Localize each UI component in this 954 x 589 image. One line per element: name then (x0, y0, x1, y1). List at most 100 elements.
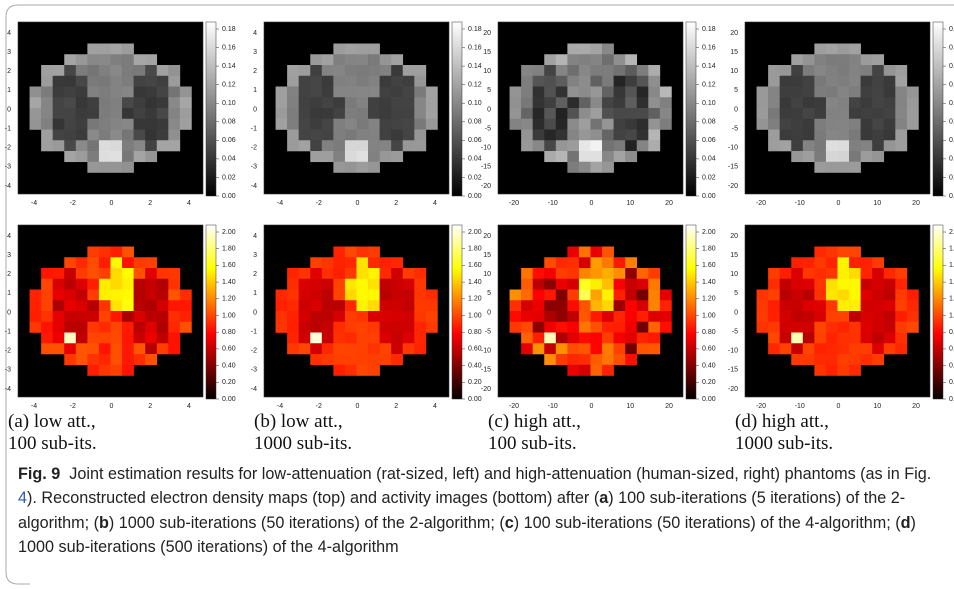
image-pixel (521, 311, 533, 323)
colorbar-label: 0.10 (702, 100, 716, 107)
image-pixel (133, 354, 146, 366)
image-pixel (402, 65, 415, 77)
image-pixel (29, 108, 42, 120)
image-pixel (906, 86, 919, 98)
image-pixel (825, 97, 838, 109)
image-pixel (567, 129, 580, 141)
image-pixel (122, 118, 134, 130)
image-pixel (75, 65, 88, 77)
image-pixel (825, 86, 838, 98)
image-pixel (578, 354, 591, 366)
image-pixel (648, 300, 661, 312)
image-pixel (602, 108, 614, 120)
image-pixel (402, 97, 415, 109)
subfigure-caption: 1000 sub-its. (254, 433, 352, 454)
image-pixel (532, 278, 545, 290)
image-pixel (64, 97, 77, 109)
image-pixel (625, 311, 638, 323)
image-pixel (791, 289, 804, 301)
image-pixel (75, 118, 88, 130)
y-tick-label: 0 (487, 309, 491, 316)
image-pixel (122, 311, 134, 323)
image-pixel (41, 86, 53, 98)
image-pixel (391, 140, 404, 152)
image-pixel (895, 268, 908, 280)
colorbar-label: 0.14 (468, 63, 482, 70)
image-pixel (379, 140, 392, 152)
y-tick-label: -10 (481, 348, 491, 355)
colorbar-label: 0.06 (468, 137, 482, 144)
image-pixel (52, 300, 65, 312)
image-pixel (344, 86, 357, 98)
image-pixel (814, 129, 827, 141)
image-pixel (156, 343, 169, 355)
image-pixel (110, 289, 123, 301)
image-pixel (333, 311, 346, 323)
colorbar-label: 2.00 (222, 229, 236, 236)
image-pixel (872, 300, 885, 312)
image-pixel (825, 289, 838, 301)
image-pixel (52, 118, 65, 130)
image-pixel (64, 118, 77, 130)
image-pixel (578, 65, 591, 77)
x-tick-label: -20 (509, 403, 519, 410)
image-pixel (356, 151, 369, 163)
image-pixel (544, 151, 557, 163)
image-pixel (321, 300, 334, 312)
image-pixel (849, 246, 861, 258)
image-pixel (814, 289, 827, 301)
x-tick-label: -2 (316, 200, 322, 207)
image-pixel (333, 300, 346, 312)
image-pixel (287, 75, 299, 87)
y-tick-label: 15 (483, 49, 491, 56)
image-pixel (802, 289, 815, 301)
image-pixel (41, 108, 53, 120)
image-pixel (321, 118, 334, 130)
y-tick-label: -20 (481, 386, 491, 393)
image-pixel (75, 75, 88, 87)
image-pixel (41, 140, 53, 152)
y-tick-label: -20 (481, 183, 491, 190)
image-pixel (402, 278, 415, 290)
image-pixel (555, 332, 568, 344)
y-tick-label: 0 (7, 106, 11, 113)
image-pixel (849, 151, 861, 163)
y-tick-label: 0 (7, 309, 11, 316)
image-pixel (636, 311, 649, 323)
image-pixel (379, 257, 392, 269)
image-pixel (110, 54, 123, 66)
image-pixel (849, 311, 861, 323)
image-pixel (298, 129, 311, 141)
image-pixel (883, 75, 896, 87)
image-pixel (344, 354, 357, 366)
y-tick-label: -20 (728, 183, 738, 190)
colorbar-label: 0.02 (702, 174, 716, 181)
image-pixel (333, 151, 346, 163)
image-pixel (636, 300, 649, 312)
image-pixel (145, 118, 158, 130)
image-pixel (802, 108, 815, 120)
caption-link[interactable]: 4 (18, 489, 28, 508)
image-pixel (145, 97, 158, 109)
image-pixel (87, 354, 100, 366)
image-pixel (555, 75, 568, 87)
image-pixel (625, 140, 638, 152)
image-pixel (648, 65, 661, 77)
image-pixel (578, 268, 591, 280)
image-pixel (625, 86, 638, 98)
image-pixel (168, 300, 181, 312)
image-pixel (837, 311, 850, 323)
image-pixel (768, 289, 780, 301)
image-pixel (64, 289, 77, 301)
image-pixel (321, 54, 334, 66)
colorbar-label: 1.80 (949, 246, 954, 253)
image-pixel (368, 246, 380, 258)
image-pixel (98, 86, 111, 98)
y-tick-label: 4 (253, 30, 257, 37)
image-pixel (156, 289, 169, 301)
image-pixel (860, 140, 873, 152)
image-pixel (625, 343, 638, 355)
image-pixel (602, 268, 614, 280)
image-pixel (310, 321, 323, 333)
image-pixel (521, 75, 533, 87)
